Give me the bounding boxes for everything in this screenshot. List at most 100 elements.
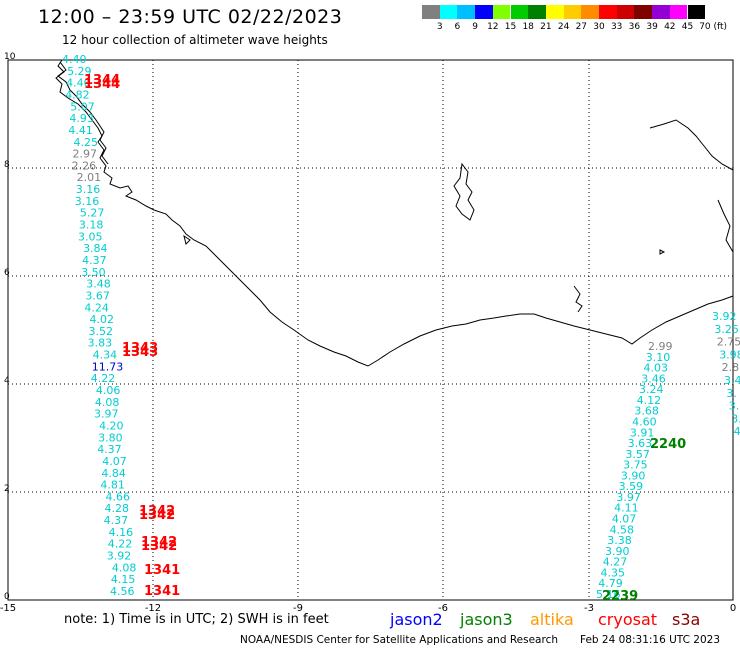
wave-height-value: 3. xyxy=(726,387,737,400)
color-swatch xyxy=(492,5,511,19)
color-scale-label: 9 xyxy=(472,22,478,32)
wave-height-value: 3.16 xyxy=(75,195,100,208)
color-scale-label: 70 (ft) xyxy=(699,22,728,32)
x-tick-label: -3 xyxy=(584,603,594,614)
plot-frame xyxy=(7,59,734,601)
wave-height-value: 4.03 xyxy=(643,362,668,375)
wave-height-value: 3.63 xyxy=(628,437,653,450)
wave-height-value: 3.50 xyxy=(81,266,106,279)
wave-height-value: 4.07 xyxy=(102,455,127,468)
wave-height-value: 3.97 xyxy=(616,491,641,504)
wave-height-value: 3.80 xyxy=(98,431,123,444)
wave-height-value: 3.46 xyxy=(641,372,666,385)
wave-height-value: 4.81 xyxy=(100,479,125,492)
wave-height-value: 4.15 xyxy=(111,573,136,586)
wave-height-value: 4.24 xyxy=(84,301,109,314)
y-tick-label: 2 xyxy=(4,484,10,494)
wave-height-value: 3.48 xyxy=(86,278,111,291)
wave-height-value: 4.08 xyxy=(112,561,137,574)
lake-small xyxy=(453,162,475,221)
pass-id-label: 1342 xyxy=(141,535,177,550)
wave-height-value: 3.90 xyxy=(605,545,630,558)
color-scale-label: 33 xyxy=(610,22,623,32)
pass-id-label: 1344 xyxy=(84,73,120,88)
pass-id-label: 2239 xyxy=(602,589,638,604)
color-swatch xyxy=(652,5,670,19)
wave-height-value: 3.10 xyxy=(646,351,671,364)
wave-height-value: 3.92 xyxy=(107,550,132,563)
wave-height-value: 3.24 xyxy=(639,383,664,396)
color-swatch xyxy=(687,5,706,19)
color-scale-label: 27 xyxy=(575,22,588,32)
color-scale-label: 21 xyxy=(540,22,552,32)
wave-height-value: 2.97 xyxy=(73,148,98,161)
color-swatch xyxy=(634,5,653,19)
color-swatch xyxy=(475,5,493,19)
pass-id-label: 1342 xyxy=(139,504,175,519)
wave-height-value: 4.11 xyxy=(614,502,639,515)
y-tick-label: 4 xyxy=(4,376,10,386)
wave-height-value: 3.83 xyxy=(88,337,113,350)
wave-height-value: 3. xyxy=(729,400,740,413)
wave-height-value: 4.07 xyxy=(612,513,637,526)
wave-height-value: 4.60 xyxy=(632,415,657,428)
color-scale-label: 18 xyxy=(522,22,534,32)
wave-height-value: 4.58 xyxy=(610,523,635,536)
river xyxy=(649,119,734,171)
pass-id-label: 1344 xyxy=(84,77,120,92)
wave-height-value: 4.79 xyxy=(598,577,623,590)
wave-height-value: 4.37 xyxy=(104,514,129,527)
coastline xyxy=(55,59,734,367)
coastline-nw xyxy=(57,61,109,165)
wave-height-value: 4.22 xyxy=(91,372,116,385)
wave-height-value: 3.91 xyxy=(630,426,655,439)
wave-height-value: 4.82 xyxy=(65,88,90,101)
wave-height-value: 3.52 xyxy=(89,325,114,338)
bay xyxy=(717,199,734,253)
y-tick-label: 10 xyxy=(4,52,16,62)
wave-height-value: 4.16 xyxy=(109,526,133,539)
peninsula xyxy=(573,285,583,313)
wave-height-value: 3.84 xyxy=(83,242,108,255)
color-scale-label: 30 xyxy=(593,22,605,32)
map-subtitle: 12 hour collection of altimeter wave hei… xyxy=(62,33,328,47)
wave-height-labels: 5.164.794.354.273.903.384.584.074.113.97… xyxy=(62,53,740,604)
footnote: note: 1) Time is in UTC; 2) SWH is in fe… xyxy=(64,612,329,627)
wave-height-value: 3.4 xyxy=(724,374,740,387)
color-swatch xyxy=(616,5,635,19)
pass-id-label: 1341 xyxy=(144,584,180,599)
islet xyxy=(183,234,666,255)
y-tick-label: 8 xyxy=(4,160,10,170)
legend-s3a: s3a xyxy=(672,610,701,629)
wave-height-value: 4.12 xyxy=(637,394,662,407)
wave-height-value: 5.16 xyxy=(596,588,621,601)
wave-height-value: 4.40 xyxy=(62,53,87,66)
generated-timestamp: Feb 24 08:31:16 UTC 2023 xyxy=(580,634,720,646)
color-swatch xyxy=(599,5,617,19)
color-swatch xyxy=(422,5,440,19)
x-tick-label: -6 xyxy=(438,603,448,614)
grid xyxy=(8,60,733,600)
wave-height-value: 2.75 xyxy=(717,336,740,349)
wave-height-value: 3. xyxy=(731,412,740,425)
color-scale-label: 36 xyxy=(628,22,641,32)
color-scale-label: 12 xyxy=(487,22,499,32)
wave-height-value: 4.34 xyxy=(93,349,118,362)
wave-height-value: 3.68 xyxy=(634,405,659,418)
wave-height-value: 3.98 xyxy=(719,348,740,361)
wave-height-value: 2.99 xyxy=(648,340,673,353)
y-tick-labels: 0 2 4 6 8 10 xyxy=(4,52,16,602)
color-swatch xyxy=(528,5,546,19)
pass-id-label: 1342 xyxy=(139,508,175,523)
wave-height-value: 3.92 xyxy=(712,310,737,323)
wave-height-value: 4. xyxy=(734,425,740,438)
wave-height-value: 5.29 xyxy=(67,65,92,78)
wave-height-value: 2.26 xyxy=(72,159,97,172)
wave-height-value: 11.73 xyxy=(92,360,124,373)
color-scale-label: 15 xyxy=(504,22,517,32)
color-scale-label: 24 xyxy=(557,22,570,32)
wave-height-value: 4.66 xyxy=(105,490,130,503)
wave-height-value: 3.18 xyxy=(79,219,104,232)
wave-height-value: 3.75 xyxy=(623,459,648,472)
